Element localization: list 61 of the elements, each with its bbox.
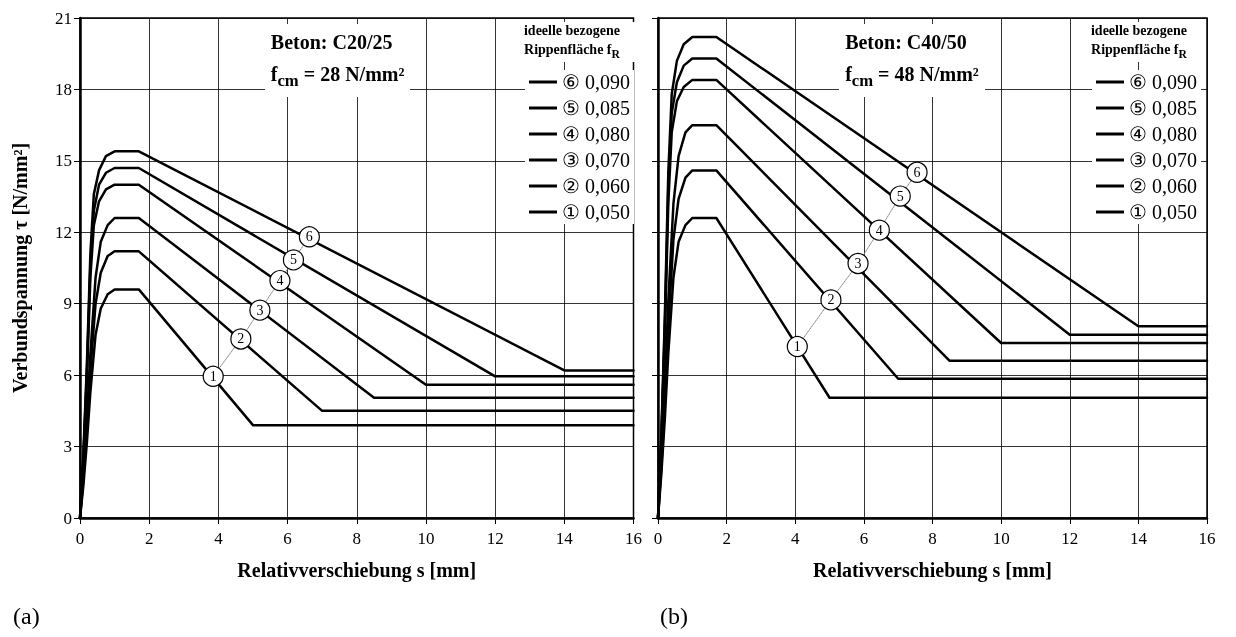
x-tick-label: 16 — [1198, 529, 1216, 548]
x-tick-label: 6 — [283, 529, 292, 548]
legend-label: ⑥ 0,090 — [562, 71, 630, 93]
x-tick-label: 6 — [859, 529, 869, 548]
legend-label: ⑤ 0,085 — [562, 97, 630, 119]
legend-label: ② 0,060 — [562, 175, 630, 197]
y-tick-label: 12 — [55, 222, 72, 242]
x-tick-label: 2 — [722, 529, 731, 548]
annotation: 1 — [793, 339, 801, 355]
annotation: 2 — [237, 331, 245, 347]
legend-label: ⑥ 0,090 — [1129, 71, 1197, 93]
y-tick-label: 3 — [63, 437, 72, 457]
x-axis-title: Relativverschiebung s [mm] — [237, 559, 477, 582]
legend-label: ① 0,050 — [1129, 201, 1197, 223]
x-tick-label: 10 — [992, 529, 1010, 548]
y-axis-title: Verbundspannung τ [N/mm²] — [9, 142, 32, 394]
legend-label: ④ 0,080 — [1129, 123, 1197, 145]
legend-label: ② 0,060 — [1129, 175, 1197, 197]
annotation: 5 — [896, 188, 904, 204]
x-tick-label: 4 — [214, 529, 224, 548]
annotation: f$_{cm}$ = 48 N/mm² — [845, 62, 979, 92]
y-tick-label: 6 — [63, 365, 72, 385]
annotation: 3 — [854, 255, 862, 271]
x-tick-label: 8 — [352, 529, 361, 548]
x-tick-label: 12 — [486, 529, 504, 548]
x-tick-label: 2 — [144, 529, 154, 548]
legend-label: ① 0,050 — [562, 201, 630, 223]
annotation: f$_{cm}$ = 28 N/mm² — [270, 62, 405, 92]
annotation: 6 — [913, 164, 921, 180]
legend-title: ideelle bezogene Rippenfläche f$_{R}$ — [1075, 22, 1203, 63]
y-tick-label: 18 — [55, 79, 72, 99]
annotation: 3 — [256, 302, 264, 318]
y-tick-label: 0 — [63, 508, 72, 528]
legend-label: ③ 0,070 — [1129, 149, 1197, 171]
x-tick-label: 4 — [791, 529, 800, 548]
y-tick-label: 15 — [55, 151, 72, 171]
y-tick-label: 21 — [55, 8, 72, 28]
x-tick-label: 8 — [928, 529, 937, 548]
annotation: Beton: C20/25 — [270, 30, 394, 55]
annotation: 6 — [305, 229, 313, 245]
text: (b) — [660, 603, 688, 629]
x-tick-label: 12 — [1061, 529, 1079, 548]
annotation: Beton: C40/50 — [845, 30, 968, 55]
x-tick-label: 16 — [625, 529, 642, 548]
legend-label: ④ 0,080 — [562, 123, 630, 145]
x-tick-label: 14 — [555, 529, 574, 548]
x-axis-title: Relativverschiebung s [mm] — [813, 559, 1052, 582]
x-tick-label: 10 — [417, 529, 435, 548]
x-tick-label: 14 — [1129, 529, 1148, 548]
annotation: 2 — [827, 292, 835, 308]
legend-title: ideelle bezogene Rippenfläche f$_{R}$ — [508, 22, 636, 63]
annotation: 1 — [209, 368, 217, 384]
legend-label: ③ 0,070 — [562, 149, 630, 171]
x-tick-label: 0 — [653, 529, 663, 548]
legend-label: ⑤ 0,085 — [1129, 97, 1197, 119]
text: (a) — [13, 603, 40, 629]
annotation: 4 — [875, 222, 883, 238]
x-tick-label: 0 — [75, 529, 85, 548]
y-tick-label: 9 — [63, 294, 72, 314]
annotation: 5 — [289, 252, 297, 268]
annotation: 4 — [276, 273, 284, 289]
